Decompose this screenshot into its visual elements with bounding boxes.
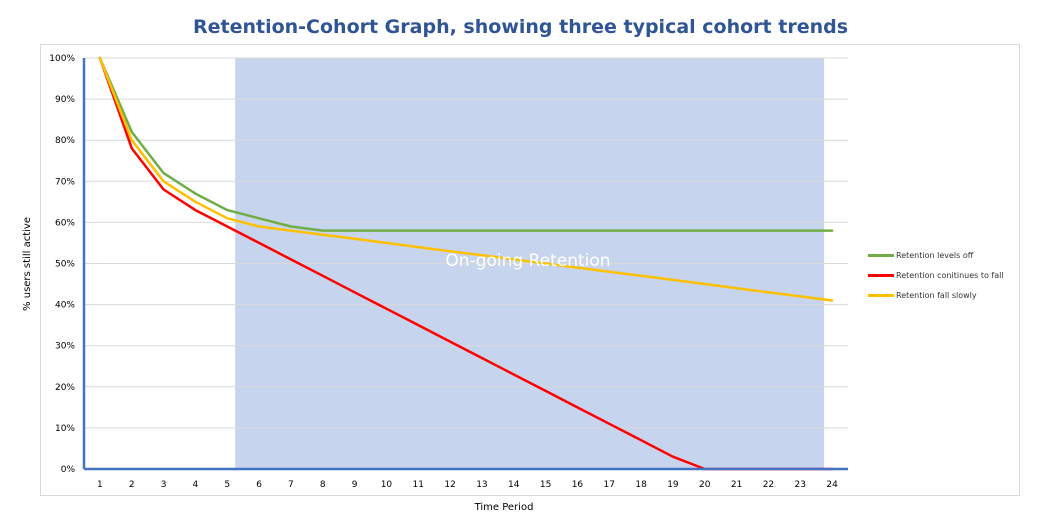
- axes: [82, 58, 848, 471]
- series-line-1: [98, 56, 834, 232]
- x-tick-label: 7: [288, 480, 294, 490]
- x-tick-label: 19: [667, 480, 679, 490]
- y-tick-labels: 0% 10% 20% 30% 40% 50% 60% 70% 80% 90% 100%: [49, 54, 75, 475]
- legend-swatch: [868, 273, 894, 277]
- x-tick-label: 6: [256, 480, 262, 490]
- legend-swatch: [868, 293, 894, 297]
- y-axis-label: % users still active: [22, 217, 33, 311]
- y-tick-label: 70%: [55, 177, 75, 187]
- x-tick-label: 8: [320, 480, 326, 490]
- x-tick-label: 24: [826, 480, 838, 490]
- y-tick-label: 10%: [55, 424, 75, 434]
- y-tick-label: 100%: [49, 54, 75, 64]
- x-tick-label: 5: [224, 480, 230, 490]
- legend: Retention levels off Retention conitinue…: [868, 245, 1004, 305]
- x-tick-label: 23: [795, 480, 806, 490]
- legend-swatch: [868, 253, 894, 257]
- y-tick-label: 80%: [55, 136, 75, 146]
- chart-title: Retention-Cohort Graph, showing three ty…: [192, 16, 849, 38]
- legend-label: Retention fall slowly: [896, 290, 977, 300]
- legend-item-levels-off: Retention levels off: [868, 245, 1004, 265]
- y-tick-label: 20%: [55, 383, 75, 393]
- x-tick-label: 11: [413, 480, 424, 490]
- x-tick-labels: 1 2 3 4 5 6 7 8 9 10 11 12 13 14 15 16 17 18 19 20 21 22 23 24: [97, 480, 838, 490]
- x-tick-label: 14: [508, 480, 520, 490]
- x-tick-label: 18: [635, 480, 647, 490]
- x-tick-label: 15: [540, 480, 551, 490]
- x-tick-label: 3: [161, 480, 167, 490]
- y-tick-label: 30%: [55, 342, 75, 352]
- y-tick-label: 0%: [61, 465, 76, 475]
- chart-frame: [40, 44, 1020, 496]
- x-tick-label: 12: [444, 480, 455, 490]
- y-tick-label: 60%: [55, 218, 75, 228]
- series-line-3: [98, 56, 834, 302]
- x-tick-label: 17: [604, 480, 615, 490]
- x-tick-label: 4: [193, 480, 199, 490]
- x-tick-label: 13: [476, 480, 487, 490]
- y-tick-label: 50%: [55, 260, 75, 270]
- legend-item-continues-to-fall: Retention conitinues to fall: [868, 265, 1004, 285]
- gridlines: [84, 57, 848, 470]
- y-tick-label: 40%: [55, 301, 75, 311]
- x-tick-label: 1: [97, 480, 103, 490]
- x-tick-label: 10: [381, 480, 393, 490]
- x-tick-label: 22: [763, 480, 774, 490]
- y-tick-label: 90%: [55, 95, 75, 105]
- x-tick-label: 2: [129, 480, 135, 490]
- x-tick-label: 20: [699, 480, 711, 490]
- legend-label: Retention conitinues to fall: [896, 270, 1004, 280]
- x-axis-label: Time Period: [474, 502, 534, 513]
- annotation-text: On-going Retention: [445, 251, 610, 271]
- legend-item-fall-slowly: Retention fall slowly: [868, 285, 1004, 305]
- x-tick-label: 9: [352, 480, 358, 490]
- x-tick-label: 16: [572, 480, 584, 490]
- legend-label: Retention levels off: [896, 250, 974, 260]
- x-tick-label: 21: [731, 480, 742, 490]
